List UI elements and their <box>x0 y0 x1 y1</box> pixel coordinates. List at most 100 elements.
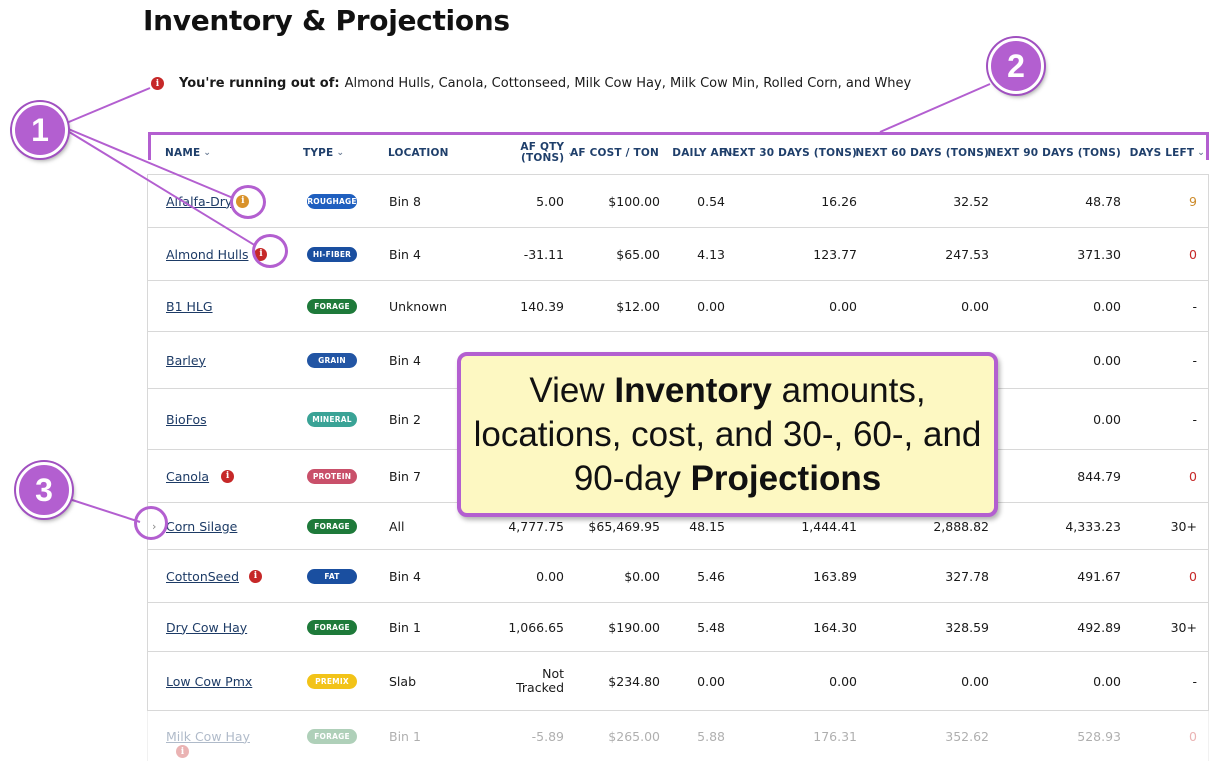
col-daysleft-header[interactable]: DAYS LEFT ⌄ <box>1129 147 1205 159</box>
af-qty-cell: 4,777.75 <box>508 518 564 534</box>
next60-cell: 247.53 <box>945 246 989 262</box>
af-qty-cell: 5.00 <box>536 193 564 209</box>
item-name-link[interactable]: Milk Cow Hay <box>166 728 250 744</box>
next90-cell: 0.00 <box>1093 298 1121 314</box>
location-cell: Bin 8 <box>389 193 421 209</box>
type-cell: FORAGE <box>307 711 357 761</box>
type-cell: FORAGE <box>307 603 357 651</box>
type-badge: FORAGE <box>307 298 357 314</box>
days-left-cell: 0 <box>1189 246 1197 262</box>
sort-chevron-icon: ⌄ <box>729 148 737 158</box>
daily-af-cell: 5.46 <box>697 568 725 584</box>
next90-cell: 0.00 <box>1093 352 1121 368</box>
af-qty-cell: -31.11 <box>523 246 564 262</box>
callout-3: 3 <box>16 462 72 518</box>
days-left-cell: 30+ <box>1170 518 1197 534</box>
next30-cell: 0.00 <box>829 298 857 314</box>
item-name-link[interactable]: Low Cow Pmx <box>166 673 253 689</box>
days-left-cell: 0 <box>1189 728 1197 744</box>
item-name-link[interactable]: Corn Silage <box>166 518 238 534</box>
next90-cell: 48.78 <box>1085 193 1121 209</box>
af-cost-cell: $100.00 <box>608 193 660 209</box>
col-name-header[interactable]: NAME ⌄ <box>165 147 212 159</box>
next30-cell: 16.26 <box>821 193 857 209</box>
table-row[interactable]: Almond Hulls i HI-FIBER Bin 4 -31.11 $65.00 4.… <box>147 228 1209 281</box>
alert-icon[interactable]: i <box>249 569 262 583</box>
af-cost-cell: $65.00 <box>616 246 660 262</box>
item-name-link[interactable]: Almond Hulls <box>166 246 249 262</box>
item-name-cell: Low Cow Pmx <box>166 652 252 710</box>
col-location-header: LOCATION <box>388 147 449 159</box>
location-cell: Bin 7 <box>389 468 421 484</box>
table-row[interactable]: CottonSeed i FAT Bin 4 0.00 $0.00 5.46 163.89 32… <box>147 550 1209 603</box>
alert-items: Almond Hulls, Canola, Cottonseed, Milk C… <box>344 76 912 91</box>
type-cell: PREMIX <box>307 652 357 710</box>
item-name-link[interactable]: Dry Cow Hay <box>166 619 248 635</box>
alert-icon[interactable]: i <box>221 469 235 483</box>
item-name-cell: Canola i <box>166 450 235 502</box>
type-badge: PREMIX <box>307 673 357 689</box>
ring-expander <box>134 506 168 540</box>
item-name-link[interactable]: BioFos <box>166 411 207 427</box>
type-badge: FORAGE <box>307 728 357 744</box>
location-cell: Bin 1 <box>389 619 421 635</box>
item-name-cell: Corn Silage <box>166 503 237 549</box>
table-row[interactable]: B1 HLG FORAGE Unknown 140.39 $12.00 0.00 0.00 0… <box>147 281 1209 332</box>
table-row[interactable]: Low Cow Pmx PREMIX Slab Not Tracked $234.80 0.… <box>147 652 1209 711</box>
ring-alfalfa-icon <box>230 185 266 219</box>
header-highlight <box>148 132 1209 160</box>
alert-icon[interactable]: i <box>176 745 189 758</box>
type-badge: FORAGE <box>307 518 357 534</box>
table-row[interactable]: Dry Cow Hay FORAGE Bin 1 1,066.65 $190.00 5.4… <box>147 603 1209 652</box>
col-afcost-header: AF COST / TON <box>570 147 659 159</box>
type-cell: FAT <box>307 550 357 602</box>
daily-af-cell: 0.00 <box>697 298 725 314</box>
next90-cell: 371.30 <box>1077 246 1121 262</box>
type-cell: GRAIN <box>307 332 357 388</box>
next30-cell: 1,444.41 <box>801 518 857 534</box>
location-cell: Bin 4 <box>389 352 421 368</box>
col-afqty-header[interactable]: AF QTY (TONS) ⌄ <box>520 141 575 164</box>
item-name-cell: BioFos <box>166 389 207 449</box>
table-row[interactable]: Milk Cow Hay i FORAGE Bin 1 -5.89 $265.00 5.88… <box>147 711 1209 761</box>
next60-cell: 328.59 <box>945 619 989 635</box>
af-cost-cell: $65,469.95 <box>588 518 660 534</box>
type-badge: ROUGHAGE <box>307 193 357 209</box>
table-row[interactable]: › Corn Silage FORAGE All 4,777.75 $65,469.95 4… <box>147 503 1209 550</box>
next60-cell: 2,888.82 <box>933 518 989 534</box>
daily-af-cell: 5.88 <box>697 728 725 744</box>
item-name-link[interactable]: Alfalfa-Dry <box>166 193 233 209</box>
af-qty-cell: 1,066.65 <box>508 619 564 635</box>
item-name-link[interactable]: Canola <box>166 468 210 484</box>
af-cost-cell: $265.00 <box>608 728 660 744</box>
col-type-header[interactable]: TYPE ⌄ <box>303 147 345 159</box>
col-dailyaf-header[interactable]: DAILY AF ⌄ <box>672 147 737 159</box>
alert-icon: i <box>151 77 164 90</box>
next90-cell: 844.79 <box>1077 468 1121 484</box>
header-highlight-top <box>148 132 1209 135</box>
sort-chevron-icon: ⌄ <box>203 148 212 158</box>
days-left-cell: - <box>1192 673 1197 689</box>
type-cell: HI-FIBER <box>307 228 357 280</box>
type-badge: FAT <box>307 568 357 584</box>
item-name-cell: CottonSeed i <box>166 550 262 602</box>
item-name-link[interactable]: CottonSeed <box>166 568 239 584</box>
inventory-table: NAME ⌄ TYPE ⌄ LOCATION AF QTY (TONS) ⌄ AF CO… <box>147 132 1209 761</box>
next60-cell: 0.00 <box>961 673 989 689</box>
col-next30-header: NEXT 30 DAYS (TONS) <box>723 147 857 159</box>
daily-af-cell: 0.00 <box>697 673 725 689</box>
item-name-cell: Dry Cow Hay <box>166 603 247 651</box>
location-cell: Unknown <box>389 298 448 314</box>
sort-chevron-icon: ⌄ <box>1197 148 1205 158</box>
item-name-link[interactable]: Barley <box>166 352 206 368</box>
next60-cell: 32.52 <box>953 193 989 209</box>
next90-cell: 0.00 <box>1093 411 1121 427</box>
type-badge: HI-FIBER <box>307 246 357 262</box>
next90-cell: 491.67 <box>1077 568 1121 584</box>
item-name-link[interactable]: B1 HLG <box>166 298 213 314</box>
type-cell: MINERAL <box>307 389 357 449</box>
daily-af-cell: 4.13 <box>697 246 725 262</box>
location-cell: Bin 4 <box>389 246 421 262</box>
callout-1: 1 <box>12 102 68 158</box>
location-cell: Bin 4 <box>389 568 421 584</box>
